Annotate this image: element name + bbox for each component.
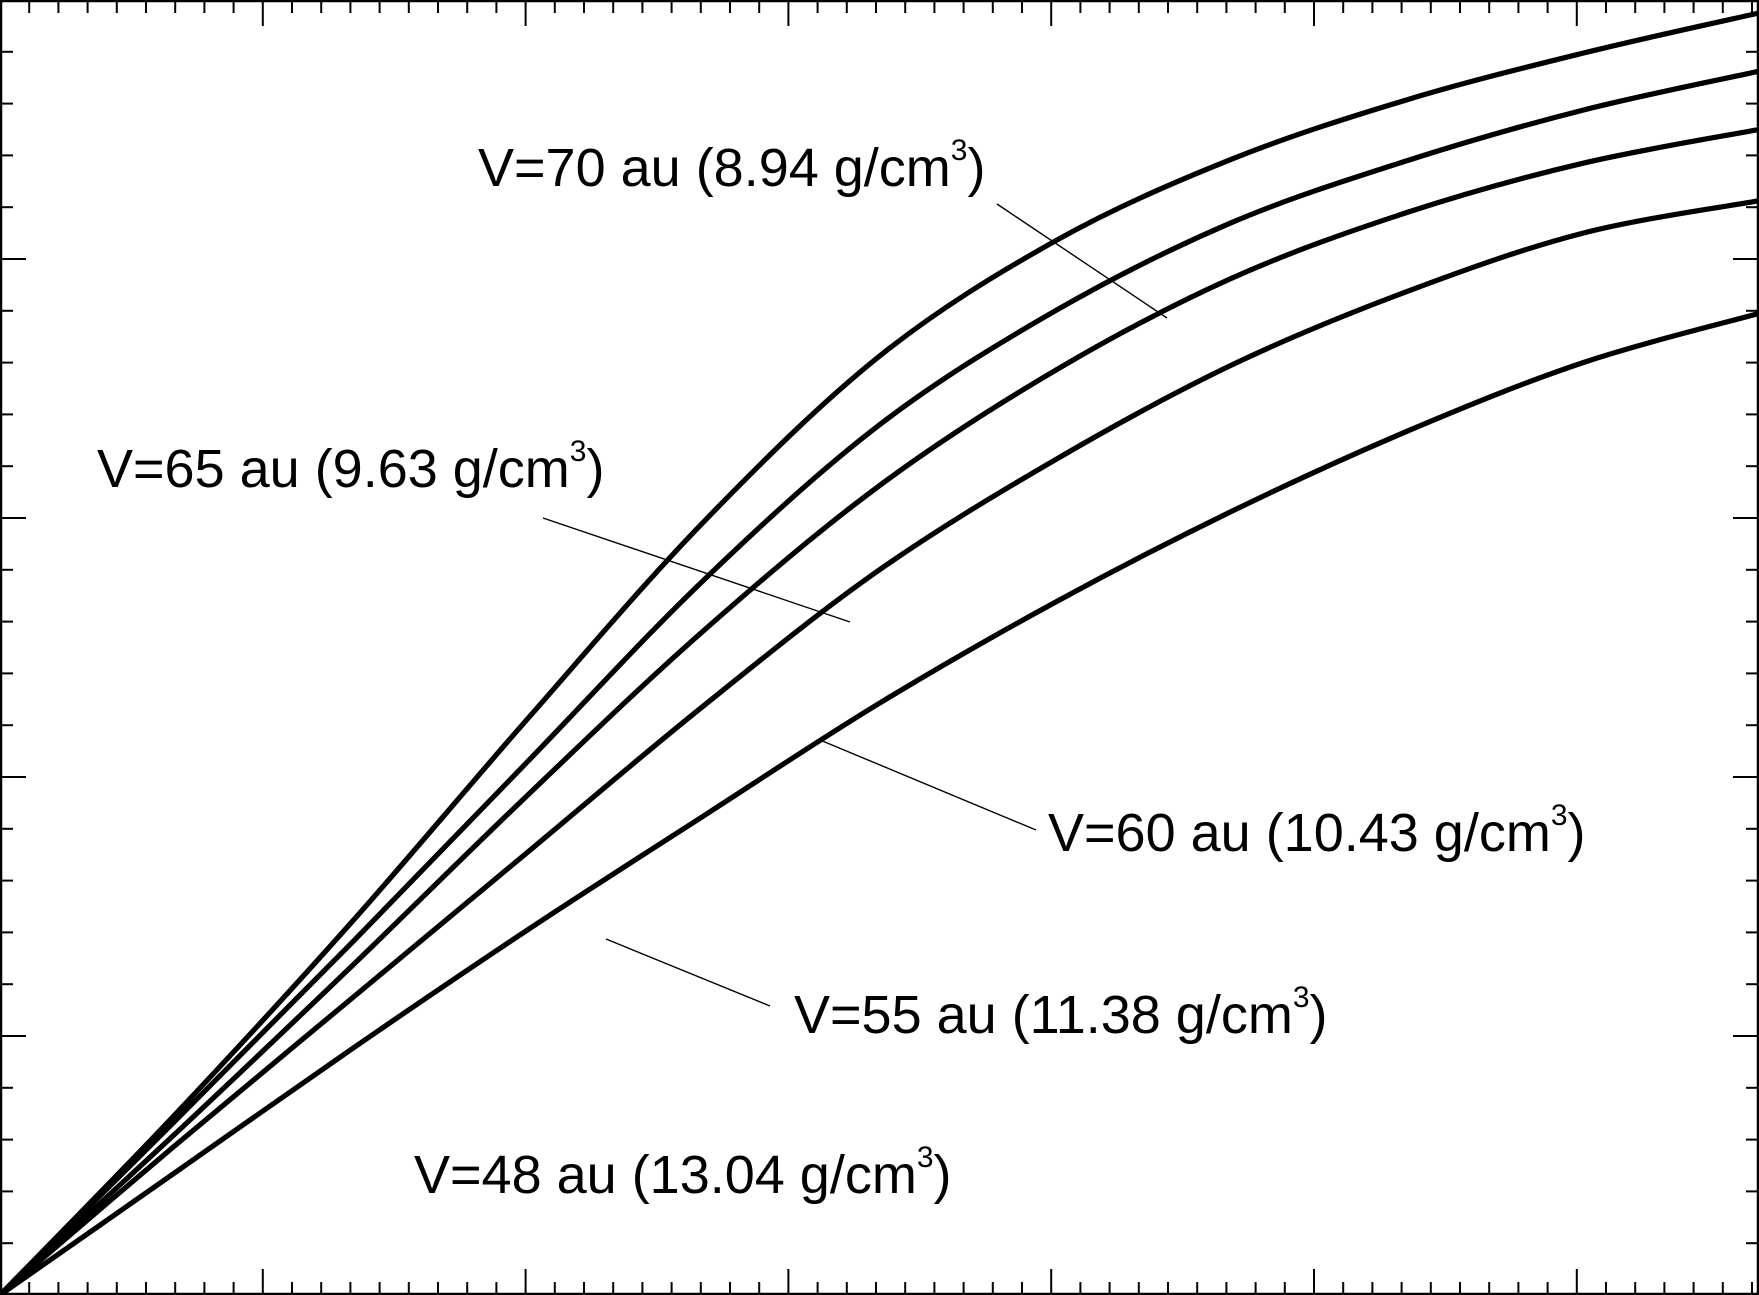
series-curves [0,10,1759,1295]
leader-line-4 [605,938,771,1007]
series-line-2 [0,68,1759,1295]
annotation-label-2: V=65 au (9.63 g/cm3) [97,435,604,499]
series-line-1 [0,10,1759,1295]
series-line-3 [0,126,1759,1295]
annotation-labels: V=70 au (8.94 g/cm3) V=65 au (9.63 g/cm3)… [97,134,1586,1205]
leader-line-1 [996,203,1168,319]
leader-line-3 [819,739,1037,831]
annotation-leaders [542,203,1168,1007]
annotation-label-5: V=48 au (13.04 g/cm3) [414,1141,952,1205]
series-line-4 [0,198,1759,1295]
annotation-label-3: V=60 au (10.43 g/cm3) [1048,799,1586,863]
annotation-label-4: V=55 au (11.38 g/cm3) [794,981,1328,1045]
series-line-5 [0,310,1759,1295]
annotation-label-1: V=70 au (8.94 g/cm3) [478,134,985,198]
leader-line-2 [542,517,851,623]
